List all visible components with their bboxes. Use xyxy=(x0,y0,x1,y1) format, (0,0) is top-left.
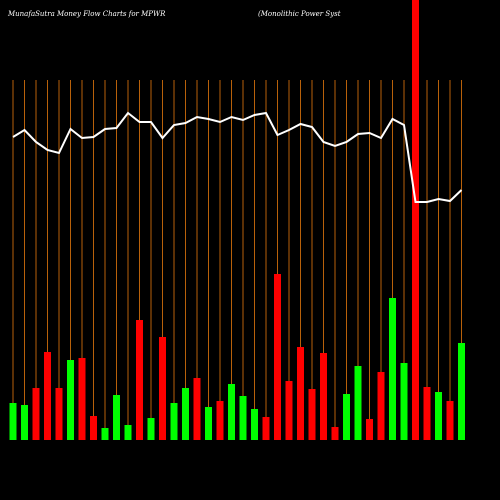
bar xyxy=(297,347,304,440)
bar xyxy=(366,419,373,440)
bar xyxy=(239,396,247,440)
bar xyxy=(458,343,465,440)
bar xyxy=(331,427,339,440)
bar xyxy=(78,358,86,440)
bar xyxy=(136,320,143,440)
bar xyxy=(170,403,178,440)
bar xyxy=(400,363,408,440)
bar xyxy=(216,401,224,440)
bar xyxy=(377,372,385,440)
money-flow-line xyxy=(12,111,463,203)
bar xyxy=(343,394,350,440)
bar xyxy=(423,387,431,440)
bar xyxy=(274,274,281,440)
bar xyxy=(446,401,454,440)
bar xyxy=(205,407,212,440)
bar xyxy=(147,418,155,440)
bar xyxy=(354,366,362,440)
bar xyxy=(435,392,442,440)
bar xyxy=(113,395,120,440)
bar xyxy=(228,384,235,440)
bar xyxy=(67,360,74,440)
bar xyxy=(44,352,51,440)
bar xyxy=(308,389,316,440)
bar xyxy=(55,388,63,440)
bar xyxy=(320,353,327,440)
chart-subtitle: (Monolithic Power Syst xyxy=(258,10,341,18)
bar xyxy=(251,409,258,440)
chart-title: MunafaSutra Money Flow Charts for MPWR xyxy=(7,10,166,18)
bar xyxy=(21,405,28,440)
bar xyxy=(101,428,109,440)
bar xyxy=(285,381,293,440)
bar xyxy=(262,417,270,440)
bar xyxy=(90,416,97,440)
bar xyxy=(124,425,132,440)
bar xyxy=(412,0,419,440)
bar xyxy=(159,337,166,440)
bar xyxy=(193,378,201,440)
bar xyxy=(9,403,17,440)
bar xyxy=(32,388,40,440)
bar xyxy=(182,388,189,440)
bar xyxy=(389,298,396,440)
